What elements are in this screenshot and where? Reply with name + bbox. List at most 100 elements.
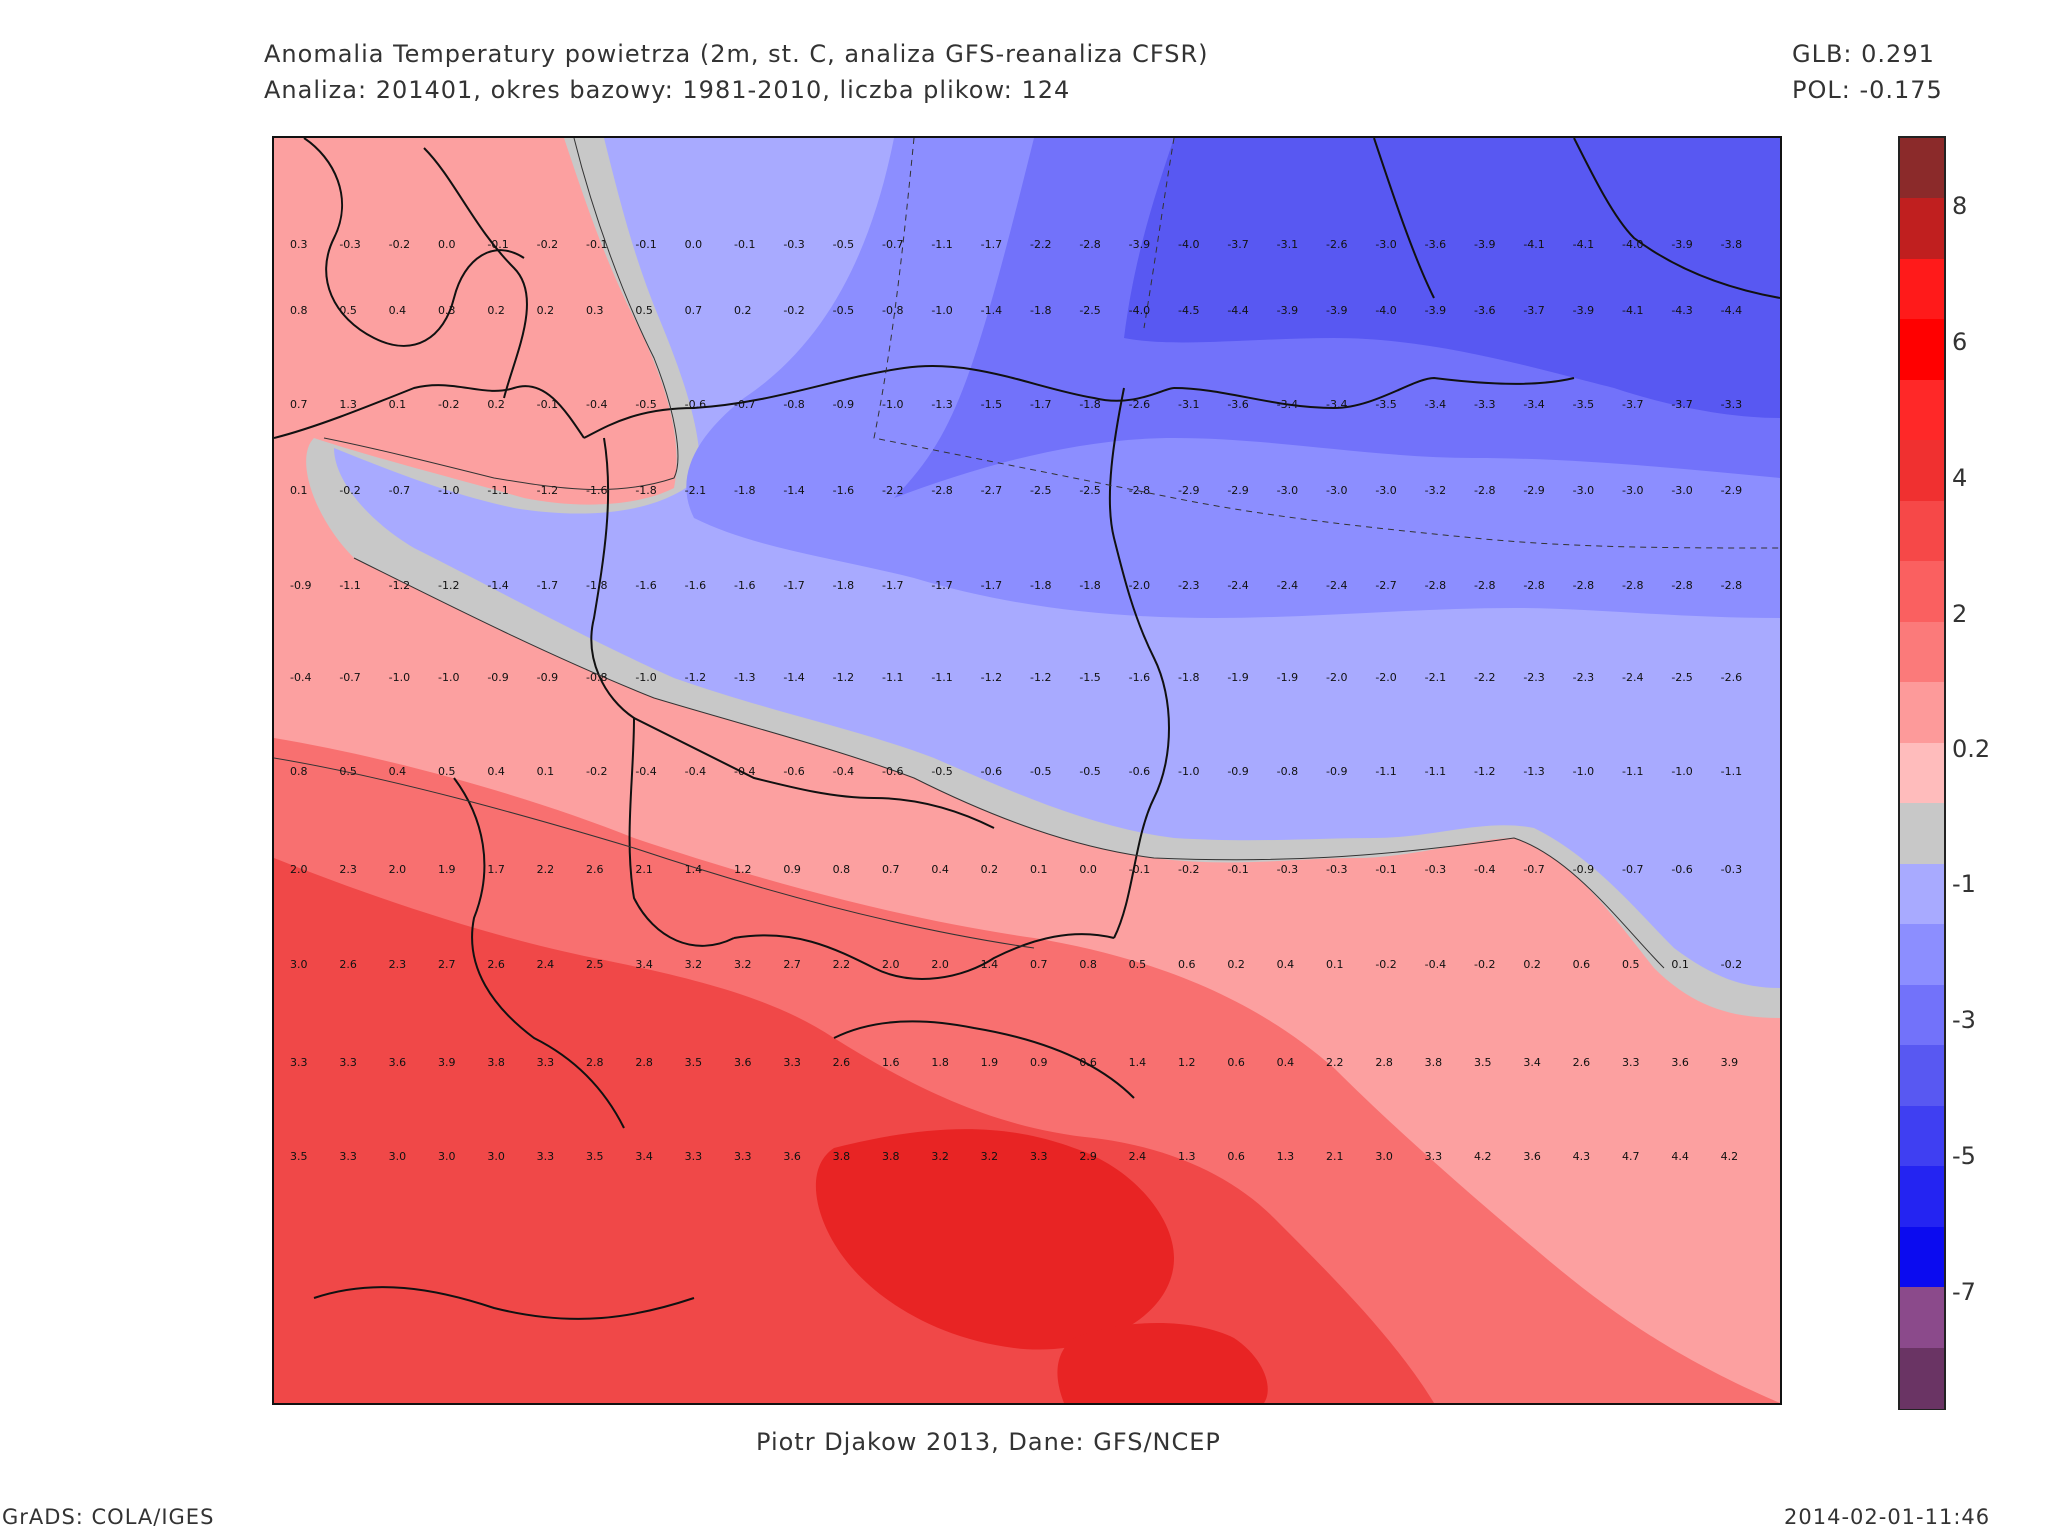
grid-value-label: -2.8 — [1474, 484, 1495, 497]
grid-value-label: -1.8 — [1030, 304, 1051, 317]
grid-value-label: 3.3 — [339, 1150, 357, 1163]
grid-value-label: -3.6 — [1474, 304, 1495, 317]
grid-value-label: -1.2 — [981, 671, 1002, 684]
grid-value-label: -1.1 — [339, 579, 360, 592]
grid-value-label: -1.4 — [487, 579, 508, 592]
grid-value-label: -1.1 — [1721, 765, 1742, 778]
grid-value-label: -4.1 — [1523, 238, 1544, 251]
grid-value-label: -3.7 — [1523, 304, 1544, 317]
grid-value-label: -0.9 — [290, 579, 311, 592]
grid-value-label: -0.2 — [1474, 958, 1495, 971]
grid-value-label: 3.9 — [438, 1056, 456, 1069]
grid-value-label: -0.1 — [635, 238, 656, 251]
cold-anomaly-band-3 — [1124, 138, 1780, 418]
map-title-line2: Analiza: 201401, okres bazowy: 1981-2010… — [264, 76, 1071, 104]
grid-value-label: 2.0 — [882, 958, 900, 971]
grid-value-label: -0.2 — [389, 238, 410, 251]
grid-value-label: 3.5 — [685, 1056, 703, 1069]
grid-value-label: 0.4 — [487, 765, 505, 778]
grid-value-label: -0.1 — [734, 238, 755, 251]
grid-value-label: -2.8 — [931, 484, 952, 497]
grid-value-label: -4.4 — [1721, 304, 1742, 317]
grid-value-label: -1.0 — [931, 304, 952, 317]
colorbar — [1898, 136, 1946, 1410]
grid-value-label: 3.3 — [290, 1056, 308, 1069]
grid-value-label: -1.0 — [635, 671, 656, 684]
grid-value-label: 0.4 — [389, 304, 407, 317]
colorbar-label-6: 6 — [1952, 328, 1968, 356]
credit-text: Piotr Djakow 2013, Dane: GFS/NCEP — [756, 1428, 1221, 1456]
grid-value-label: 0.4 — [389, 765, 407, 778]
grid-value-label: -0.3 — [339, 238, 360, 251]
grid-value-label: -1.6 — [586, 484, 607, 497]
grid-value-label: -0.1 — [586, 238, 607, 251]
grid-value-label: 3.8 — [882, 1150, 900, 1163]
grid-value-label: -3.5 — [1573, 398, 1594, 411]
grid-value-label: -0.7 — [339, 671, 360, 684]
grid-value-label: 0.0 — [438, 238, 456, 251]
grid-value-label: -2.8 — [1474, 579, 1495, 592]
grid-value-label: -0.4 — [1474, 863, 1495, 876]
grid-value-label: -1.1 — [931, 238, 952, 251]
grid-value-label: -0.2 — [783, 304, 804, 317]
grid-value-label: 0.6 — [1227, 1056, 1245, 1069]
grid-value-label: -1.1 — [1375, 765, 1396, 778]
grid-value-label: -1.5 — [1079, 671, 1100, 684]
grid-value-label: -0.2 — [1178, 863, 1199, 876]
grid-value-label: 3.3 — [1622, 1056, 1640, 1069]
grid-value-label: -2.8 — [1523, 579, 1544, 592]
colorbar-label-4: 4 — [1952, 464, 1968, 492]
grid-value-label: 3.2 — [734, 958, 752, 971]
grid-value-label: -0.2 — [537, 238, 558, 251]
grid-value-label: -0.5 — [1079, 765, 1100, 778]
grid-value-label: -0.8 — [1277, 765, 1298, 778]
grid-value-label: -1.0 — [1573, 765, 1594, 778]
grid-value-label: 3.3 — [734, 1150, 752, 1163]
grid-value-label: 1.4 — [981, 958, 999, 971]
grid-value-label: -0.6 — [783, 765, 804, 778]
grid-value-label: -1.3 — [734, 671, 755, 684]
grid-value-label: 2.3 — [389, 958, 407, 971]
grid-value-label: -1.1 — [487, 484, 508, 497]
grid-value-label: 0.5 — [1129, 958, 1147, 971]
grid-value-label: -1.1 — [882, 671, 903, 684]
grid-value-label: 2.6 — [833, 1056, 851, 1069]
colorbar-swatch — [1900, 1287, 1944, 1349]
colorbar-swatch — [1900, 500, 1944, 563]
grid-value-label: -2.7 — [981, 484, 1002, 497]
grid-value-label: -4.5 — [1178, 304, 1199, 317]
grid-value-label: 2.0 — [290, 863, 308, 876]
grid-value-label: -0.3 — [1425, 863, 1446, 876]
grid-value-label: 0.1 — [290, 484, 308, 497]
grid-value-label: 0.2 — [1227, 958, 1245, 971]
grid-value-label: -3.7 — [1227, 238, 1248, 251]
grid-value-label: -2.9 — [1178, 484, 1199, 497]
contour-lines — [274, 138, 1780, 969]
software-text: GrADS: COLA/IGES — [2, 1505, 215, 1529]
grid-value-label: -0.3 — [1721, 863, 1742, 876]
grid-value-label: 2.4 — [537, 958, 555, 971]
grid-value-label: 3.2 — [981, 1150, 999, 1163]
grid-value-label: -1.2 — [685, 671, 706, 684]
colorbar-swatch — [1900, 1166, 1944, 1228]
grid-value-label: -1.7 — [882, 579, 903, 592]
grid-value-label: 0.6 — [1573, 958, 1591, 971]
colorbar-swatch — [1900, 198, 1944, 260]
grid-value-label: -2.6 — [1129, 398, 1150, 411]
grid-value-label: 0.6 — [1178, 958, 1196, 971]
grid-value-label: -1.8 — [1178, 671, 1199, 684]
grid-value-label: -3.0 — [1671, 484, 1692, 497]
grid-value-label: -1.8 — [586, 579, 607, 592]
grid-value-label: -3.9 — [1573, 304, 1594, 317]
grid-value-label: -0.9 — [1573, 863, 1594, 876]
grid-value-label: -0.2 — [1721, 958, 1742, 971]
grid-value-label: 0.1 — [1671, 958, 1689, 971]
grid-value-label: -1.8 — [734, 484, 755, 497]
grid-value-label: -2.9 — [1227, 484, 1248, 497]
grid-value-label: -1.3 — [1523, 765, 1544, 778]
grid-value-label: 0.0 — [1079, 863, 1097, 876]
grid-value-label: 4.2 — [1474, 1150, 1492, 1163]
grid-value-label: -2.0 — [1326, 671, 1347, 684]
grid-value-label: 0.2 — [1523, 958, 1541, 971]
grid-value-label: 3.4 — [635, 1150, 653, 1163]
